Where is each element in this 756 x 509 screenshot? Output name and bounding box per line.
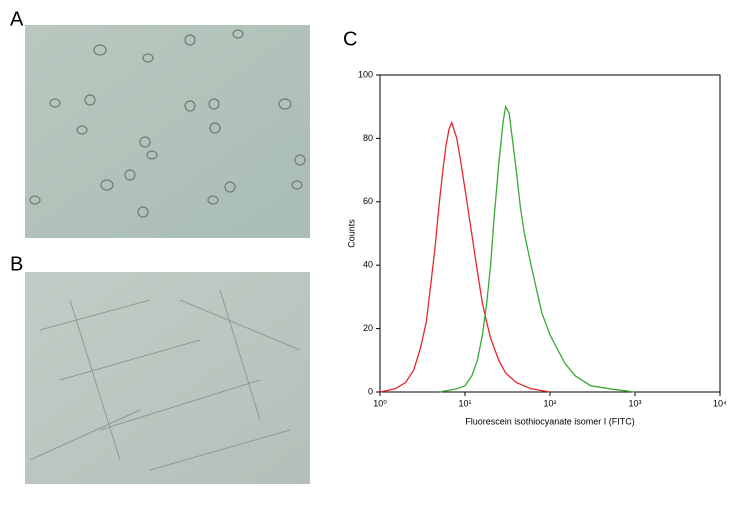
panel-label: C	[343, 28, 357, 50]
histogram: 0 20 40 60 80 100 10⁰ 10¹ 10² 10³ 10⁴ Fluorescein i…	[346, 69, 727, 426]
y-tick-label: 60	[363, 196, 373, 206]
x-tick-label: 10⁰	[373, 398, 387, 408]
x-tick-label: 10¹	[458, 398, 471, 408]
micrograph-a	[25, 25, 310, 238]
y-tick-label: 40	[363, 260, 373, 270]
x-axis-label: Fluorescein isothiocyanate isomer I (FIT…	[465, 416, 635, 426]
x-tick-label: 10⁴	[713, 398, 727, 408]
y-axis-label: Counts	[346, 219, 356, 248]
y-tick-label: 20	[363, 323, 373, 333]
plot-frame	[379, 74, 721, 393]
x-tick-label: 10³	[628, 398, 641, 408]
x-tick-label: 10²	[543, 398, 556, 408]
y-tick-label: 80	[363, 133, 373, 143]
y-tick-label: 100	[358, 69, 373, 79]
histogram-line	[439, 104, 636, 393]
y-tick-label: 0	[368, 386, 373, 396]
panel-label: B	[10, 253, 23, 275]
micrograph-b	[25, 272, 310, 484]
histogram-line	[379, 120, 551, 393]
panel-label: A	[10, 8, 24, 30]
